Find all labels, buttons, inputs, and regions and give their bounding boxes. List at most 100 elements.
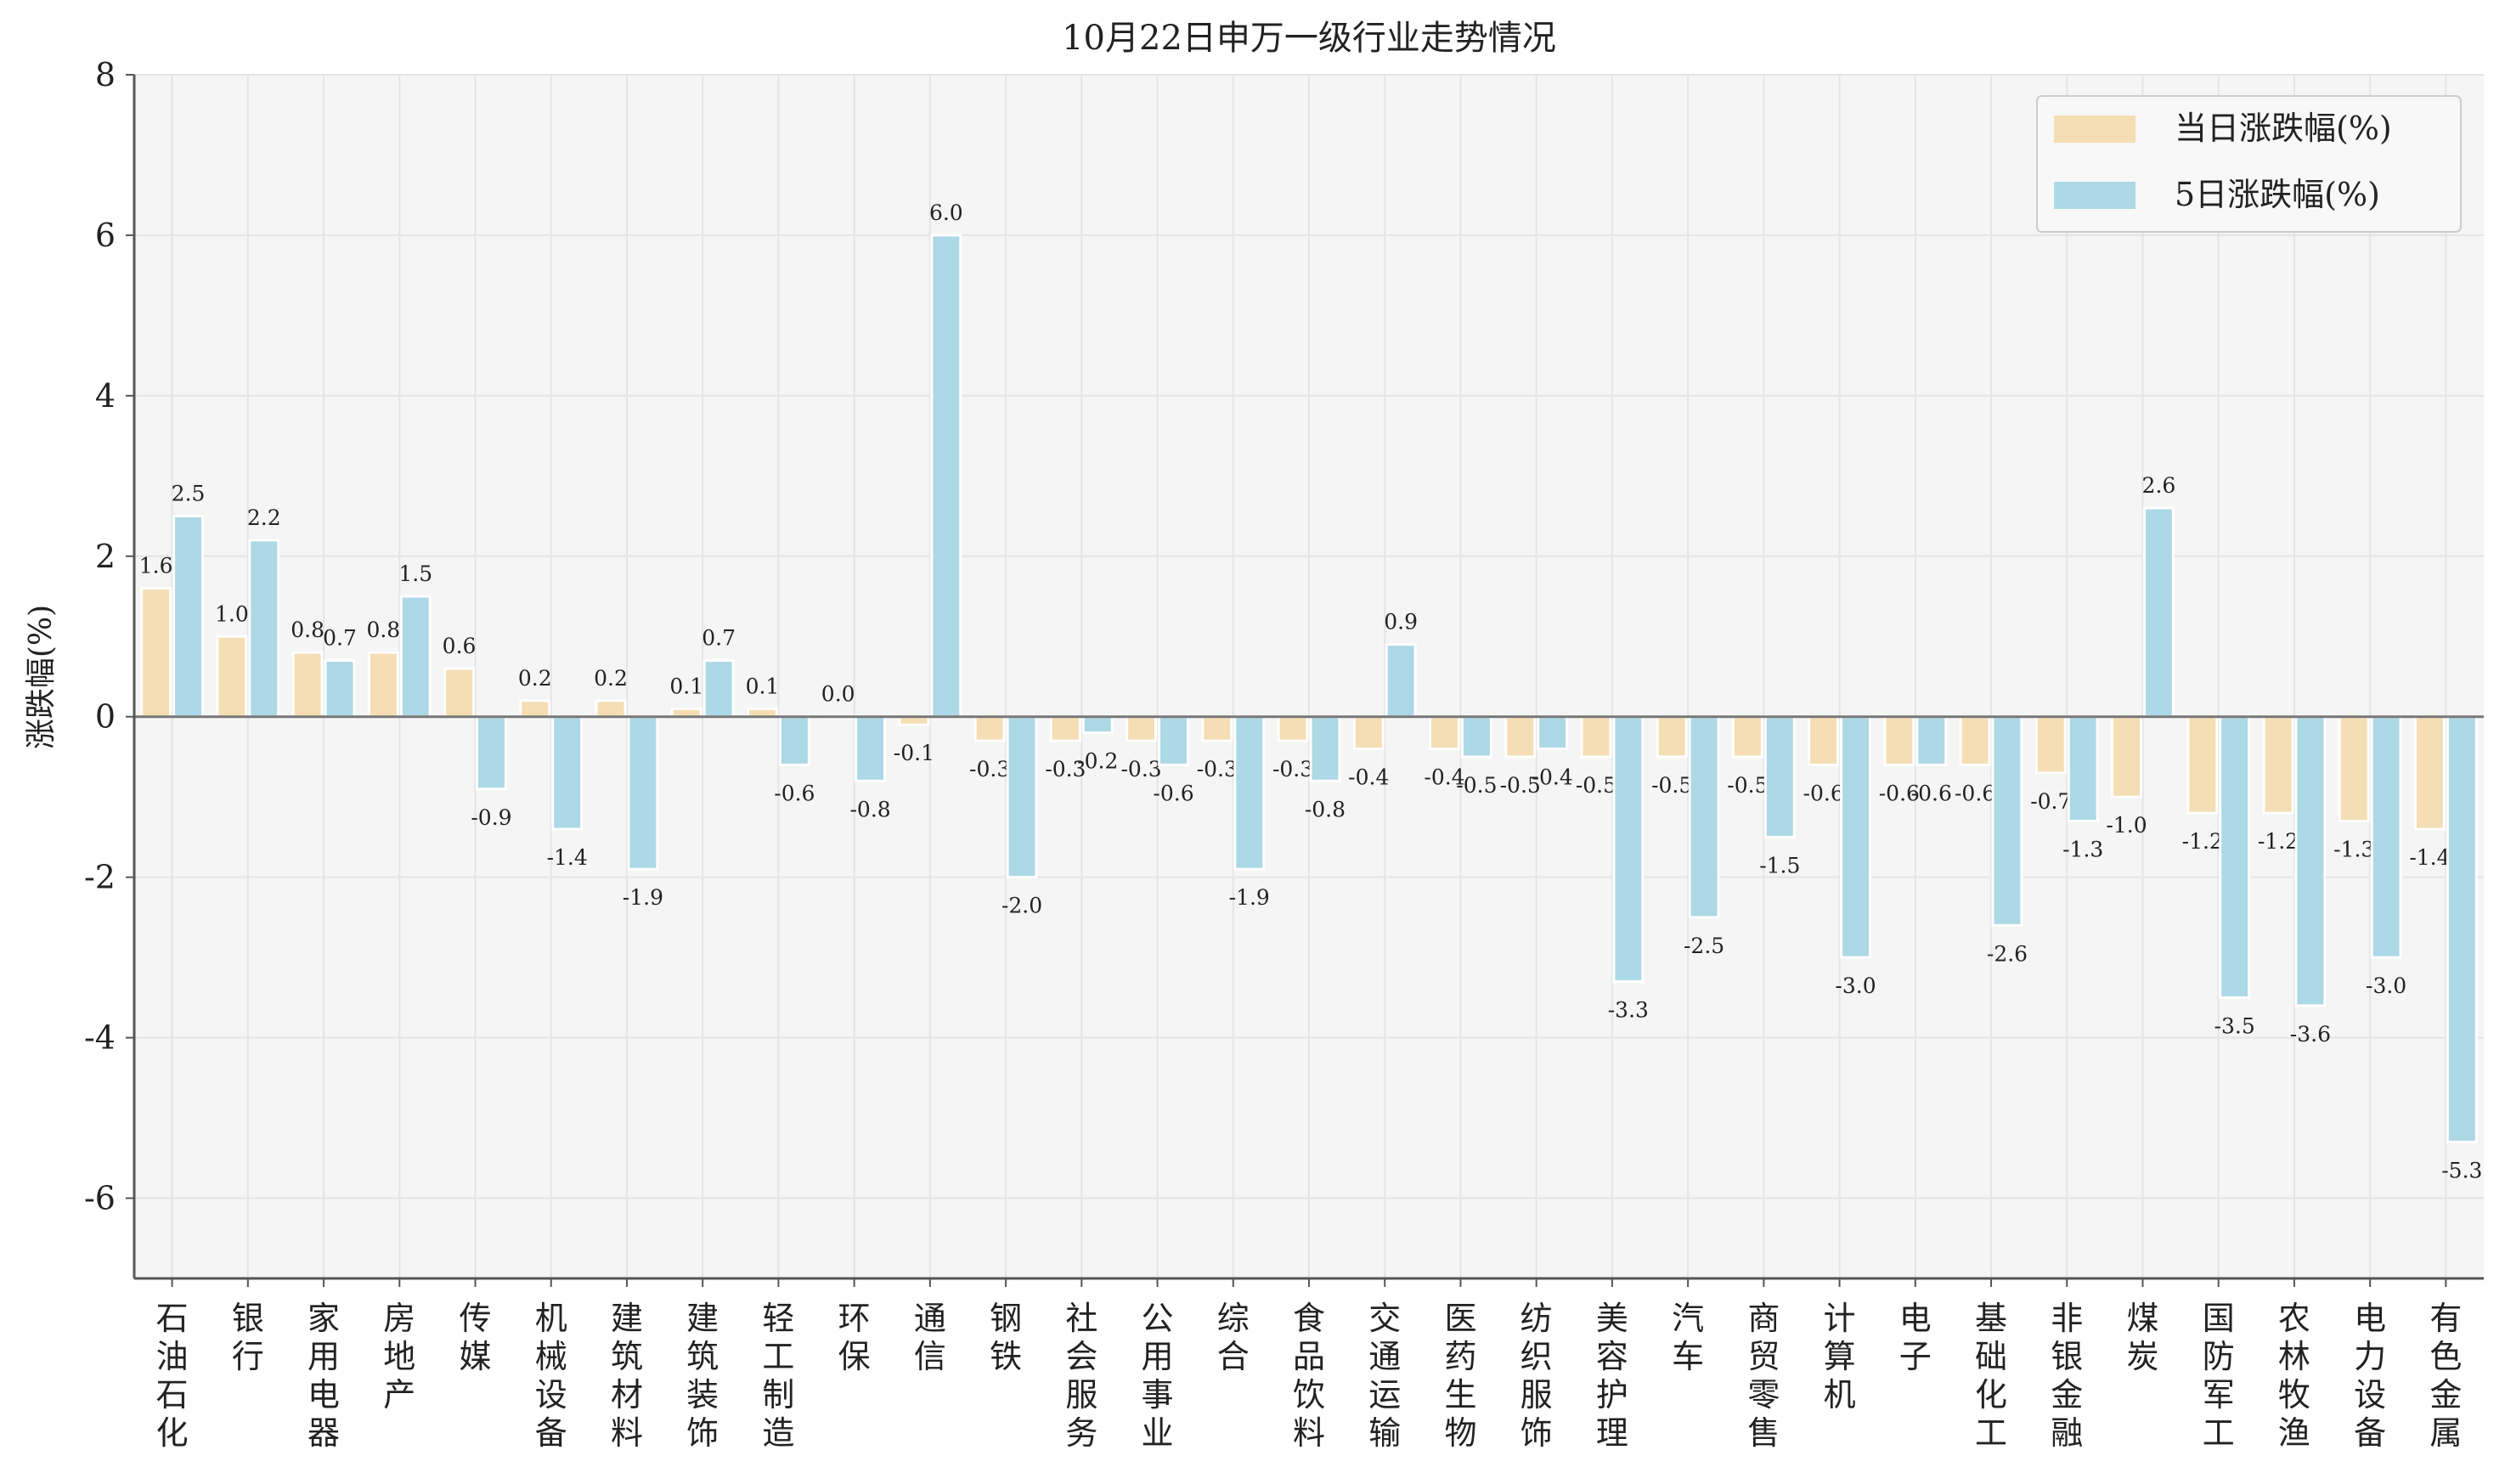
bar [1277,715,1309,742]
bar [1883,715,1915,766]
bar [2446,715,2478,1143]
bar [1991,715,2023,927]
legend-label: 5日涨跌幅(%) [2175,176,2380,213]
data-label: -3.0 [2366,973,2406,998]
y-tick-label: -2 [84,859,116,896]
data-label: 0.6 [443,634,477,658]
x-tick-label: 机械设备 [535,1300,567,1452]
y-tick-label: -6 [84,1180,116,1217]
x-tick-label: 钢铁 [990,1300,1022,1375]
bar [1126,715,1158,742]
x-tick-label: 纺织服饰 [1520,1300,1553,1452]
bar [248,539,280,719]
data-label: -0.8 [1305,797,1346,821]
bar [1731,715,1763,759]
data-label: -2.0 [1001,894,1042,918]
bar [2219,715,2251,999]
bar [1385,643,1417,719]
data-label: 2.6 [2142,473,2176,498]
y-tick-label: 2 [95,538,116,575]
data-label: -0.6 [1955,781,1995,805]
bar [399,595,432,719]
data-label: -1.5 [1759,853,1800,877]
x-tick-label: 综合 [1217,1300,1250,1375]
data-label: 0.0 [821,682,855,707]
data-label: 1.5 [398,561,432,586]
x-tick-label: 家用电器 [307,1300,340,1452]
data-label: -0.9 [471,805,511,830]
x-tick-label: 公用事业 [1142,1300,1174,1452]
x-tick-label: 通信 [914,1300,946,1375]
data-label: 0.2 [518,666,552,691]
bar [519,699,551,719]
bar [1808,715,1840,766]
x-tick-label: 计算机 [1824,1300,1856,1413]
data-label: 1.0 [215,601,249,626]
chart-title: 10月22日申万一级行业走势情况 [1062,19,1556,58]
bar [930,234,962,719]
data-label: -0.3 [1045,757,1086,781]
bar [1504,715,1537,759]
bar [140,587,172,719]
bar [367,651,399,719]
data-label: -0.4 [1348,765,1389,790]
bar [2186,715,2219,815]
bar [324,659,356,719]
bar [1081,715,1114,735]
x-tick-label: 汽车 [1672,1300,1704,1375]
x-tick-label: 美容护理 [1596,1300,1628,1452]
data-label: 2.5 [172,482,206,506]
data-label: 0.7 [702,626,736,651]
x-tick-label: 食品饮料 [1293,1300,1325,1452]
data-label: -0.6 [1879,781,1920,805]
x-tick-label: 农林牧渔 [2278,1300,2310,1452]
data-label: -1.3 [2062,838,2103,862]
x-tick-label: 基础化工 [1975,1300,2007,1452]
bar [2294,715,2327,1007]
data-label: -0.5 [1456,773,1497,798]
data-label: -1.3 [2333,838,2374,862]
bar [1959,715,1991,766]
data-label: -0.5 [1727,773,1768,798]
data-label: -1.9 [1229,885,1270,910]
bar [1233,715,1266,871]
x-tick-label: 国防军工 [2203,1300,2235,1452]
data-label: -0.3 [969,757,1010,781]
data-label: 0.9 [1384,610,1418,635]
bar [1580,715,1612,759]
data-label: -0.4 [1532,765,1573,790]
data-label: -1.2 [2258,829,2299,854]
data-label: -0.5 [1500,773,1541,798]
y-tick-label: -4 [84,1019,116,1057]
x-tick-label: 交通运输 [1368,1300,1401,1452]
bar [443,667,476,719]
bar [2142,506,2175,719]
data-label: -0.8 [849,797,890,821]
bar [595,699,627,719]
data-label: -0.6 [774,781,815,805]
bar [1352,715,1385,751]
data-label: -0.6 [1803,781,1844,805]
y-tick-label: 0 [95,698,116,736]
data-label: -2.5 [1684,934,1724,958]
x-tick-label: 石油石化 [156,1300,189,1452]
bar [1915,715,1948,766]
data-label: -0.3 [1120,757,1161,781]
data-label: -1.9 [623,885,663,910]
data-label: -1.2 [2182,829,2223,854]
bar [702,659,735,719]
bar [172,515,205,719]
data-label: 0.8 [291,618,324,642]
data-label: -1.0 [2106,813,2147,838]
x-tick-label: 社会服务 [1065,1300,1097,1452]
bar [1656,715,1688,759]
y-tick-label: 6 [95,217,116,254]
data-label: -0.6 [1911,781,1952,805]
x-tick-label: 煤炭 [2126,1300,2158,1375]
x-tick-label: 非银金融 [2051,1300,2083,1452]
bar [1006,715,1038,879]
bar [2262,715,2294,815]
data-label: -0.4 [1424,765,1464,790]
bar [2413,715,2446,831]
